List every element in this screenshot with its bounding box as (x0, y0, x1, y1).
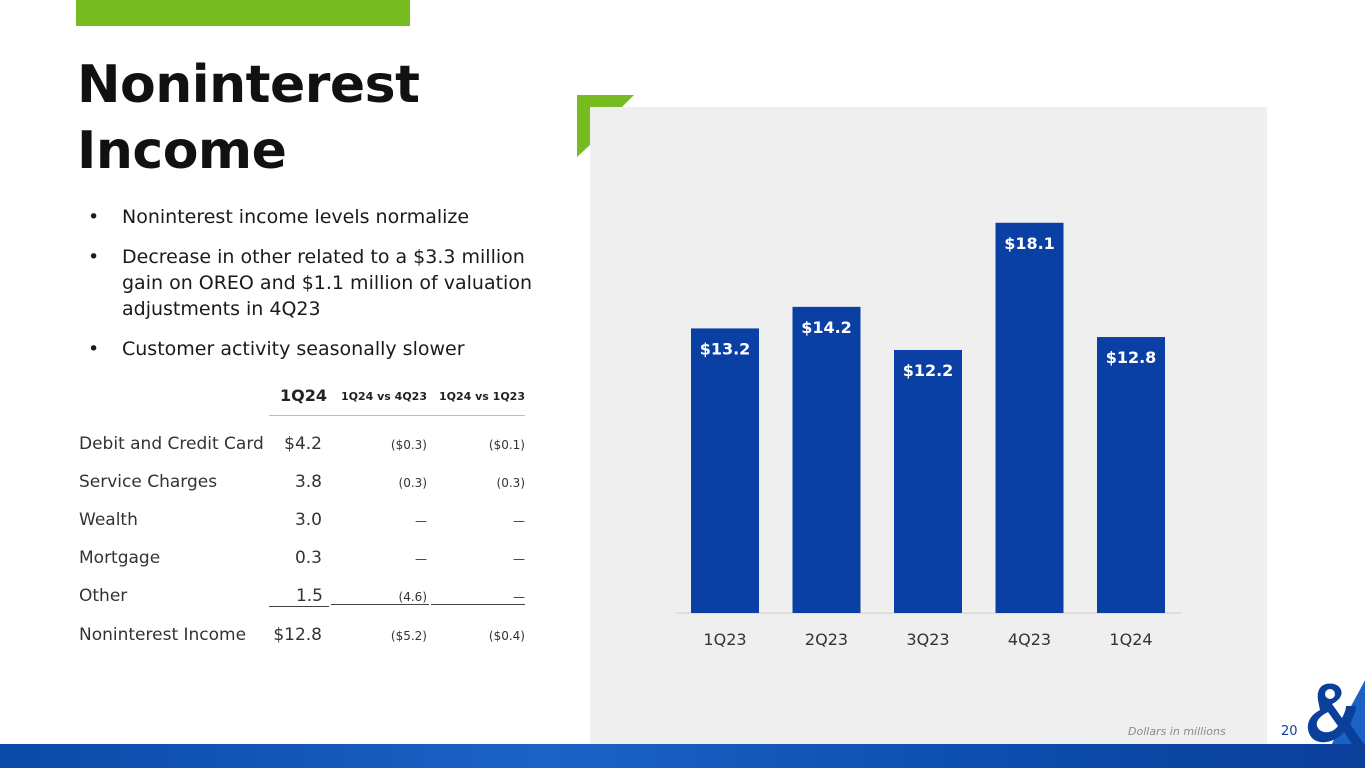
table-row: Other 1.5 (4.6) — (79, 586, 529, 612)
row-value-1q24: $4.2 (284, 434, 322, 454)
income-table: 1Q24 1Q24 vs 4Q23 1Q24 vs 1Q23 Debit and… (79, 380, 529, 645)
page-title: Noninterest Income (77, 52, 420, 184)
title-line-1: Noninterest (77, 55, 420, 115)
row-value-vs-1q23: — (513, 514, 525, 528)
row-value-vs-4q23: — (415, 552, 427, 566)
bullet-text: Decrease in other related to a $3.3 mill… (122, 246, 532, 320)
bullet-text: Customer activity seasonally slower (122, 338, 465, 360)
row-value-vs-4q23: (4.6) (331, 590, 429, 605)
row-label: Wealth (79, 510, 138, 530)
table-row: Wealth 3.0 — — (79, 510, 529, 536)
row-label: Mortgage (79, 548, 161, 568)
bar-2q23 (792, 306, 861, 613)
row-value-vs-4q23: (0.3) (398, 476, 427, 490)
row-value-1q24: $12.8 (273, 625, 322, 645)
top-accent-bar (76, 0, 410, 26)
bullet-item: • Decrease in other related to a $3.3 mil… (88, 244, 548, 322)
row-value-1q24: 1.5 (269, 586, 329, 607)
bar-chart: $13.2 1Q23 $14.2 2Q23 $12.2 3Q23 $18.1 4Q23 $12.… (676, 222, 1182, 649)
x-tick-label: 4Q23 (1008, 630, 1051, 649)
row-value-vs-4q23: ($5.2) (390, 629, 427, 643)
row-value-1q24: 3.8 (294, 472, 322, 492)
page-number: 20 (1281, 724, 1298, 739)
bullet-item: • Customer activity seasonally slower (88, 336, 548, 362)
table-header: 1Q24 1Q24 vs 4Q23 1Q24 vs 1Q23 (79, 380, 529, 416)
row-label: Service Charges (79, 472, 218, 492)
row-value-vs-1q23: (0.3) (496, 476, 525, 490)
row-label: Other (79, 586, 128, 606)
ampersand-logo-icon (1307, 680, 1365, 744)
data-label: $12.2 (903, 361, 954, 380)
footer-bar (0, 744, 1365, 768)
bar-1q24 (1097, 337, 1165, 613)
row-label: Debit and Credit Card (79, 434, 264, 454)
data-label: $18.1 (1004, 234, 1055, 253)
header-vs-1q23: 1Q24 vs 1Q23 (438, 390, 525, 403)
row-value-vs-1q23: ($0.1) (488, 438, 525, 452)
x-tick-label: 3Q23 (906, 630, 949, 649)
row-value-1q24: 0.3 (294, 548, 322, 568)
row-value-vs-1q23: ($0.4) (488, 629, 525, 643)
row-value-vs-4q23: — (415, 514, 427, 528)
corner-bracket-icon (577, 95, 634, 157)
bullet-glyph: • (88, 338, 100, 360)
table-row: Mortgage 0.3 — — (79, 548, 529, 574)
data-label: $13.2 (700, 339, 751, 358)
data-label: $14.2 (801, 318, 852, 337)
table-row-total: Noninterest Income $12.8 ($5.2) ($0.4) (79, 625, 529, 651)
bullet-item: • Noninterest income levels normalize (88, 204, 548, 230)
bar-3q23 (894, 349, 962, 613)
x-tick-label: 1Q24 (1109, 630, 1152, 649)
header-1q24: 1Q24 (280, 386, 327, 405)
bar-4q23 (995, 222, 1064, 613)
footnote: Dollars in millions (1128, 725, 1226, 738)
data-label: $12.8 (1106, 348, 1157, 367)
x-tick-label: 1Q23 (703, 630, 746, 649)
row-value-vs-4q23: ($0.3) (390, 438, 427, 452)
header-vs-4q23: 1Q24 vs 4Q23 (340, 390, 427, 403)
bullet-list: • Noninterest income levels normalize • De… (88, 204, 548, 376)
title-line-2: Income (77, 121, 287, 181)
x-tick-label: 2Q23 (805, 630, 848, 649)
bar-1q23 (691, 328, 759, 613)
row-label: Noninterest Income (79, 625, 247, 645)
bullet-text: Noninterest income levels normalize (122, 206, 470, 228)
bullet-glyph: • (88, 246, 100, 268)
row-value-vs-1q23: — (431, 590, 525, 605)
table-row: Service Charges 3.8 (0.3) (0.3) (79, 472, 529, 498)
bullet-glyph: • (88, 206, 100, 228)
header-rule (269, 415, 525, 416)
row-value-1q24: 3.0 (294, 510, 322, 530)
table-row: Debit and Credit Card $4.2 ($0.3) ($0.1) (79, 434, 529, 460)
row-value-vs-1q23: — (513, 552, 525, 566)
